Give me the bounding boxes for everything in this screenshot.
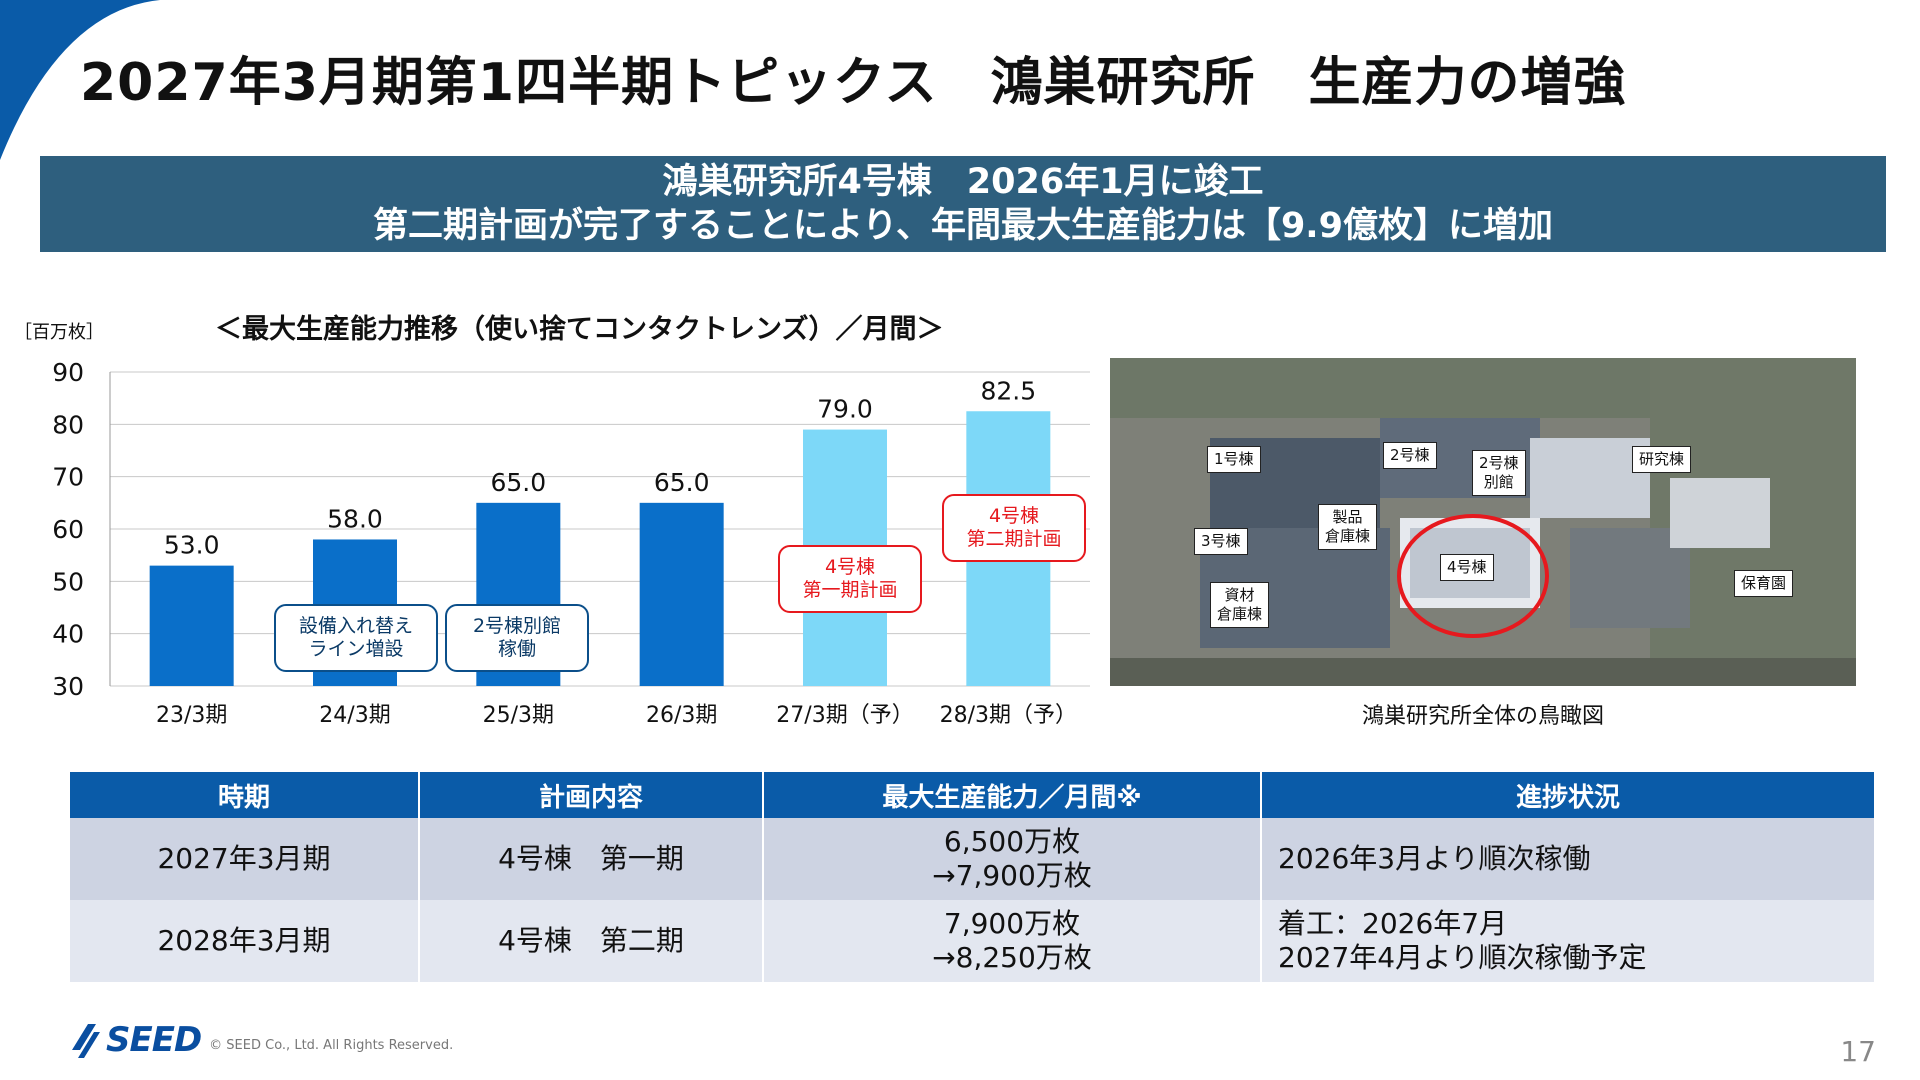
annotation-line: 4号棟 [824,556,876,578]
cell-period: 2028年3月期 [70,900,420,982]
bar-value-label: 82.5 [980,376,1036,405]
seed-logo-icon [72,1024,100,1058]
label-line: 倉庫棟 [1325,527,1371,545]
page-title: 2027年3月期第1四半期トピックス 鴻巣研究所 生産力の増強 [80,53,1627,113]
annotation-line: ライン増設 [308,638,404,660]
label-building2: 2号棟 [1383,442,1437,469]
label-building1: 1号棟 [1207,446,1261,473]
annotation-line: 4号棟 [988,505,1040,527]
y-tick-label: 40 [52,620,84,649]
x-tick-label: 24/3期 [319,703,390,728]
y-tick-label: 50 [52,567,84,596]
chart-y-unit: ［百万枚］ [14,322,104,343]
bar-value-label: 79.0 [817,395,873,424]
y-tick-label: 70 [52,463,84,492]
status-line: 2026年3月より順次稼働 [1278,842,1591,875]
aerial-photo-illustration [1110,358,1856,686]
label-line: 2号棟 [1479,454,1519,472]
col-header-status: 進捗状況 [1261,772,1876,818]
bar-value-label: 53.0 [164,531,220,560]
label-nursery: 保育園 [1734,570,1794,597]
label-building4: 4号棟 [1440,554,1494,581]
chart-grid [109,371,1090,687]
banner-line-1: 鴻巣研究所4号棟 2026年1月に竣工 [662,162,1264,202]
capacity-chart: 30 40 50 60 70 80 90 53.0 23/3期 58.0 24/3期 65.0 25/3… [14,313,1090,728]
headline-banner: 鴻巣研究所4号棟 2026年1月に竣工 第二期計画が完了することにより、年間最大… [40,156,1886,252]
page-number: 17 [1840,1035,1876,1068]
label-line: 製品 [1332,508,1363,526]
status-line: 着工：2026年7月 [1278,907,1508,940]
capacity-line: 6,500万枚 [943,825,1081,858]
annotation-line: 2号棟別館 [472,615,562,637]
capacity-line: →8,250万枚 [932,941,1092,974]
col-header-capacity: 最大生産能力／月間※ [763,772,1262,818]
bar [639,502,724,686]
bar-value-label: 58.0 [327,504,383,533]
plan-table: 時期 計画内容 最大生産能力／月間※ 進捗状況 2027年3月期 4号棟 第一期… [70,772,1876,982]
y-tick-label: 30 [52,672,84,701]
annotation-line: 第二期計画 [966,528,1062,550]
annotation-line: 第一期計画 [802,579,898,601]
annotation-building2-annex: 2号棟別館 稼働 [445,604,589,672]
table-row: 2027年3月期 4号棟 第一期 6,500万枚 →7,900万枚 2026年3… [70,818,1876,900]
annotation-line: 設備入れ替え [298,615,413,637]
chart-title: ＜最大生産能力推移（使い捨てコンタクトレンズ）／月間＞ [215,313,943,345]
cell-plan: 4号棟 第一期 [419,818,764,900]
y-tick-label: 90 [52,358,84,387]
cell-status: 2026年3月より順次稼働 [1261,818,1876,900]
label-building3: 3号棟 [1194,528,1248,555]
y-tick-label: 60 [52,515,84,544]
y-tick-label: 80 [52,410,84,439]
col-header-plan: 計画内容 [419,772,764,818]
cell-capacity: 7,900万枚 →8,250万枚 [763,900,1262,982]
capacity-line: →7,900万枚 [932,859,1092,892]
annotation-equipment-renewal: 設備入れ替え ライン増設 [274,604,438,672]
cell-plan: 4号棟 第二期 [419,900,764,982]
status-line: 2027年4月より順次稼働予定 [1278,941,1647,974]
bar [149,565,234,686]
table-row: 2028年3月期 4号棟 第二期 7,900万枚 →8,250万枚 着工：202… [70,900,1876,982]
company-logo: SEED © SEED Co., Ltd. All Rights Reserve… [68,1020,453,1060]
logo-text: SEED [106,1020,202,1060]
label-product-warehouse: 製品 倉庫棟 [1318,504,1378,550]
label-line: 資材 [1224,586,1255,604]
col-header-period: 時期 [70,772,420,818]
cell-capacity: 6,500万枚 →7,900万枚 [763,818,1262,900]
photo-caption: 鴻巣研究所全体の鳥瞰図 [1361,704,1604,729]
bar-value-label: 65.0 [654,468,710,497]
x-tick-label: 25/3期 [483,703,554,728]
x-tick-label: 26/3期 [646,703,717,728]
corner-decoration [0,0,160,160]
cell-status: 着工：2026年7月 2027年4月より順次稼働予定 [1261,900,1876,982]
table-header-row: 時期 計画内容 最大生産能力／月間※ 進捗状況 [70,772,1876,818]
label-building2-annex: 2号棟 別館 [1472,450,1526,496]
label-line: 別館 [1483,473,1514,491]
chart-labels: 30 40 50 60 70 80 90 53.0 23/3期 58.0 24/3期 65.0 25/3… [52,358,1077,728]
aerial-photo: 1号棟 2号棟 2号棟 別館 研究棟 製品 倉庫棟 3号棟 4号棟 資材 倉庫棟… [1110,358,1856,686]
x-tick-label: 23/3期 [156,703,227,728]
annotation-building4-phase2: 4号棟 第二期計画 [942,494,1086,562]
label-materials-warehouse: 資材 倉庫棟 [1210,582,1270,628]
bar-value-label: 65.0 [490,468,546,497]
label-line: 倉庫棟 [1217,605,1263,623]
annotation-building4-phase1: 4号棟 第一期計画 [778,545,922,613]
annotation-line: 稼働 [497,638,536,660]
copyright-text: © SEED Co., Ltd. All Rights Reserved. [209,1037,454,1053]
x-tick-label: 27/3期（予） [776,703,913,728]
capacity-line: 7,900万枚 [943,907,1081,940]
label-research-building: 研究棟 [1632,446,1692,473]
cell-period: 2027年3月期 [70,818,420,900]
highlight-circle [1397,514,1549,638]
x-tick-label: 28/3期（予） [940,703,1077,728]
banner-line-2: 第二期計画が完了することにより、年間最大生産能力は【9.9億枚】に増加 [373,206,1553,246]
